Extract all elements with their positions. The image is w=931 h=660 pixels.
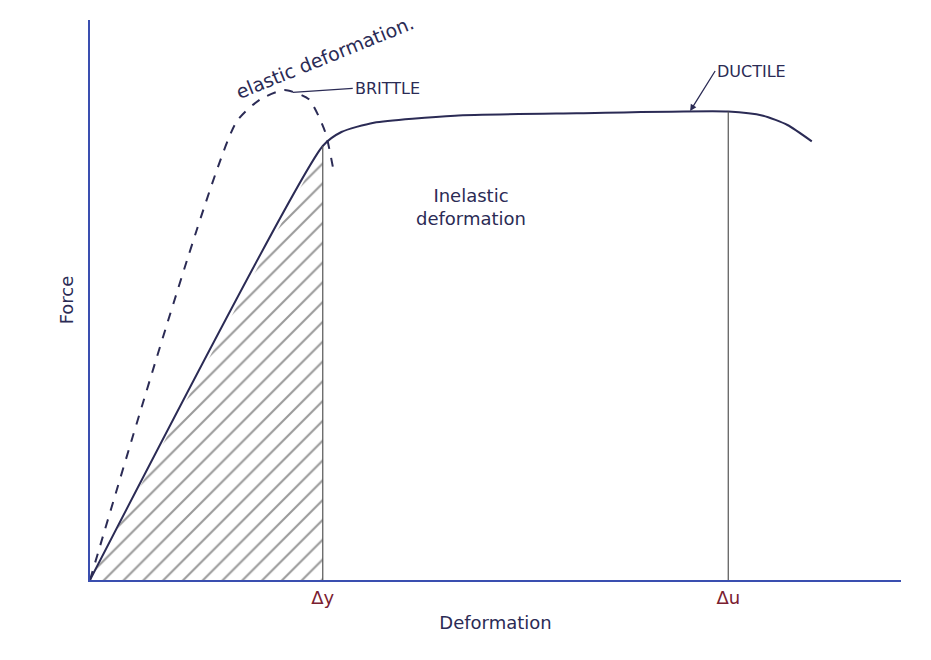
svg-text:DUCTILE: DUCTILE (717, 62, 786, 81)
svg-text:BRITTLE: BRITTLE (355, 79, 420, 98)
svg-text:elastic deformation.: elastic deformation. (233, 11, 417, 103)
svg-text:Inelasticdeformation: Inelasticdeformation (416, 185, 526, 229)
svg-text:Deformation: Deformation (439, 612, 551, 633)
svg-text:Δu: Δu (716, 587, 740, 608)
svg-text:Δy: Δy (311, 587, 334, 608)
svg-text:Force: Force (56, 276, 77, 325)
